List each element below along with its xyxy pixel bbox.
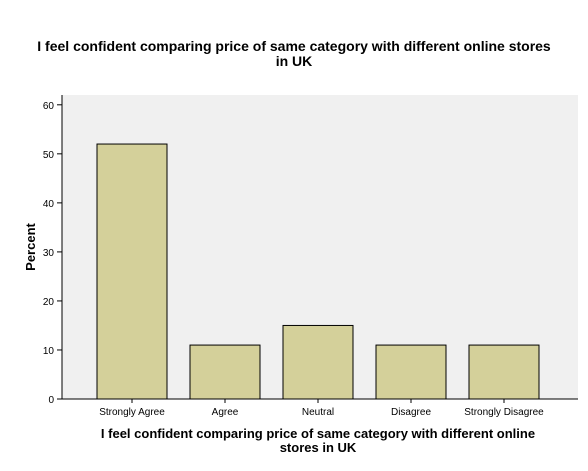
x-tick-label: Agree xyxy=(212,407,239,418)
bars-group xyxy=(96,143,540,400)
y-tick-label: 40 xyxy=(43,199,55,210)
y-ticks-group: 0 10 20 30 40 50 60 xyxy=(43,101,62,406)
y-tick-label: 60 xyxy=(43,101,55,112)
chart-title-line-1: I feel confident comparing price of same… xyxy=(37,38,551,54)
chart-title-line-2: in UK xyxy=(276,53,313,69)
x-axis-title-line-2: stores in UK xyxy=(280,440,357,455)
bar-strongly-disagree xyxy=(468,344,540,400)
y-tick-label: 50 xyxy=(43,150,55,161)
bar-neutral xyxy=(282,324,354,400)
y-tick-label: 0 xyxy=(48,395,54,406)
bar-strongly-agree xyxy=(96,143,168,400)
x-tick-label: Strongly Agree xyxy=(99,407,165,418)
x-ticks-group: Strongly Agree Agree Neutral Disagree Strong… xyxy=(99,399,544,418)
x-tick-label: Disagree xyxy=(391,407,431,418)
x-tick-label: Strongly Disagree xyxy=(464,407,544,418)
y-axis-title: Percent xyxy=(23,222,38,270)
bar-agree xyxy=(189,344,261,400)
y-tick-label: 10 xyxy=(43,346,55,357)
x-tick-label: Neutral xyxy=(302,407,334,418)
y-tick-label: 20 xyxy=(43,297,55,308)
bar-disagree xyxy=(375,344,447,400)
x-axis-title-line-1: I feel confident comparing price of same… xyxy=(101,426,535,441)
y-tick-label: 30 xyxy=(43,248,55,259)
